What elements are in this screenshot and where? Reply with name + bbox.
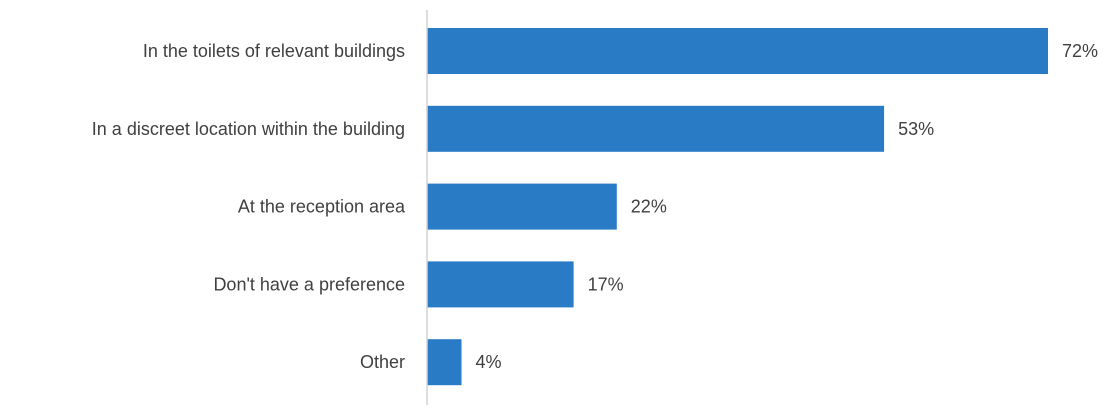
value-labels: 72% 53% 22% 17% 4% bbox=[476, 41, 1099, 372]
category-label: Don't have a preference bbox=[213, 274, 405, 294]
value-label: 17% bbox=[588, 274, 624, 294]
category-label: At the reception area bbox=[238, 197, 406, 217]
category-label: In a discreet location within the buildi… bbox=[92, 119, 405, 139]
bar-2 bbox=[427, 183, 617, 230]
category-label: In the toilets of relevant buildings bbox=[143, 41, 405, 61]
category-label: Other bbox=[360, 352, 405, 372]
value-label: 22% bbox=[631, 197, 667, 217]
bar-4 bbox=[427, 339, 462, 386]
bar-0 bbox=[427, 28, 1048, 74]
bars-layer bbox=[427, 28, 1048, 386]
value-label: 53% bbox=[898, 119, 934, 139]
bar-3 bbox=[427, 261, 574, 308]
category-labels: In the toilets of relevant buildings In a… bbox=[92, 41, 406, 372]
value-label: 4% bbox=[476, 352, 502, 372]
value-label: 72% bbox=[1062, 41, 1098, 61]
bar-1 bbox=[427, 105, 885, 152]
